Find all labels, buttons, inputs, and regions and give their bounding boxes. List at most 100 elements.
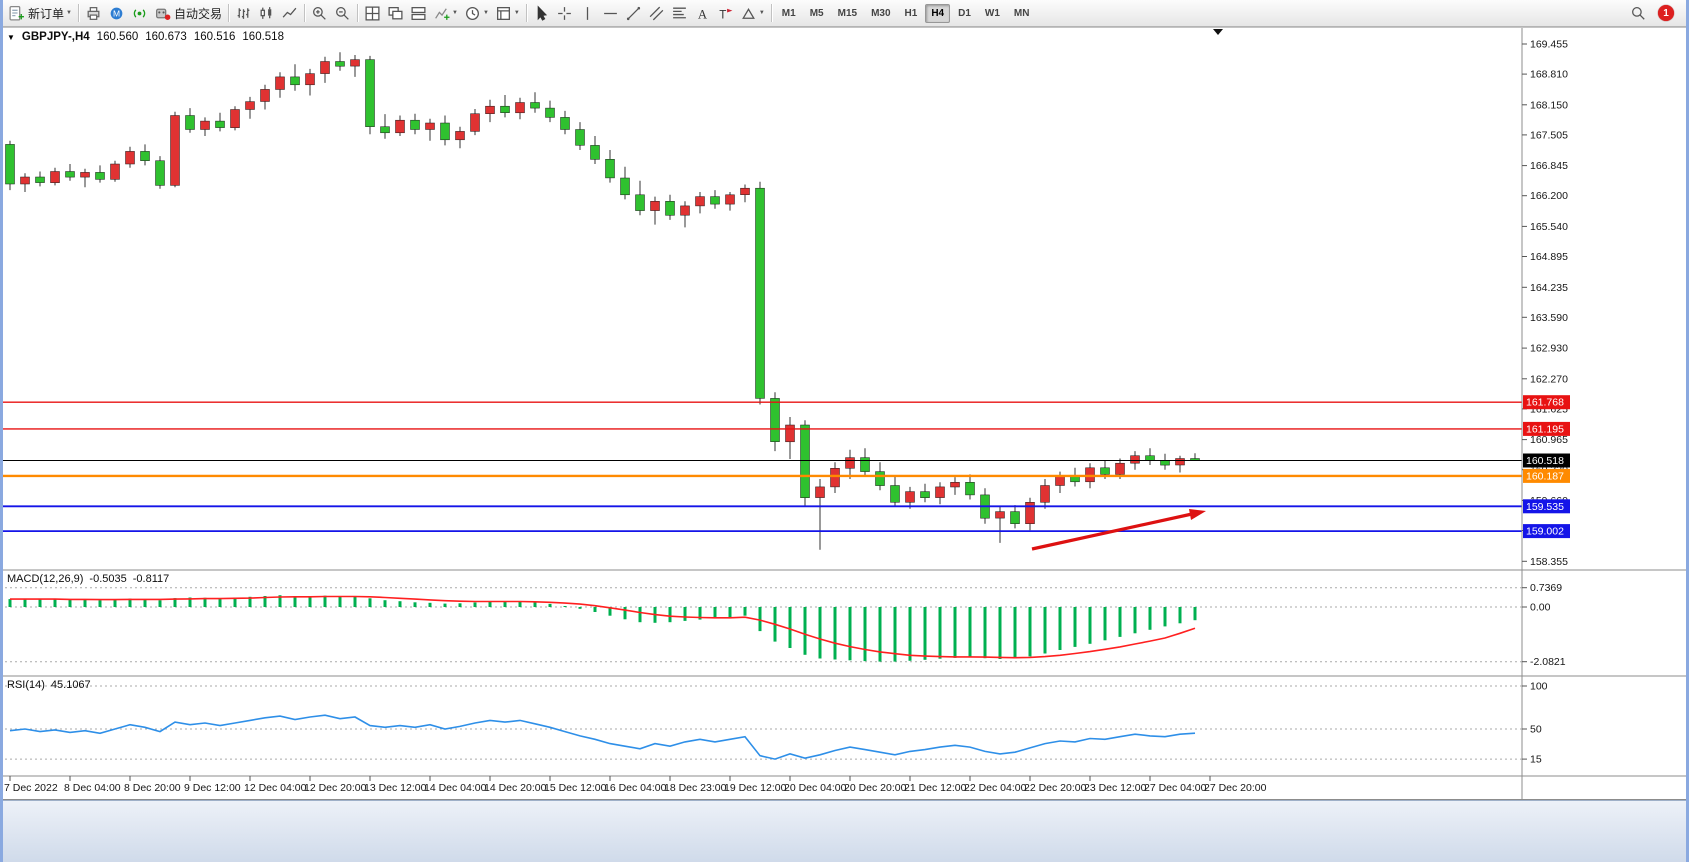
periods-button[interactable]: ▼: [461, 2, 492, 24]
time-axis-label: 8 Dec 04:00: [64, 782, 121, 794]
candle-body: [1100, 467, 1110, 475]
candle-body: [800, 424, 810, 498]
print-button[interactable]: [82, 2, 105, 24]
svg-text:A: A: [698, 7, 708, 21]
price-axis-label: 160.965: [1530, 434, 1568, 446]
horizontal-line-button[interactable]: [599, 2, 622, 24]
svg-text:M: M: [113, 8, 120, 18]
dropdown-caret-icon: ▼: [451, 10, 458, 16]
indicators-button[interactable]: ▼: [430, 2, 461, 24]
candle-body: [5, 144, 15, 185]
chart-header: ▼ GBPJPY-,H4 160.560 160.673 160.516 160…: [7, 31, 284, 43]
macd-name: MACD(12,26,9): [7, 573, 84, 585]
svg-text:159.002: 159.002: [1526, 526, 1564, 538]
timeframe-m30-button[interactable]: M30: [871, 7, 891, 19]
signals-button[interactable]: [128, 2, 151, 24]
time-axis-label: 12 Dec 20:00: [304, 782, 367, 794]
community-icon: M: [110, 7, 123, 19]
candlestick-chart-button[interactable]: [255, 2, 278, 24]
candle-body: [950, 482, 960, 488]
time-axis-label: 12 Dec 04:00: [244, 782, 307, 794]
symbol-collapse-icon[interactable]: ▼: [7, 32, 15, 42]
line-chart-button[interactable]: [278, 2, 301, 24]
time-axis-label: 23 Dec 12:00: [1084, 782, 1147, 794]
tile-windows-button[interactable]: [361, 2, 384, 24]
candle-body: [845, 457, 855, 469]
chart-background[interactable]: [0, 27, 1689, 800]
candle-body: [110, 163, 120, 180]
timeframe-m15-button[interactable]: M15: [837, 7, 858, 19]
fibo-icon: [672, 7, 686, 18]
price-tag-160.518: 160.518: [1523, 453, 1570, 468]
candle-body: [1040, 485, 1050, 503]
zoom-in-button[interactable]: [308, 2, 331, 24]
arrange-windows-button[interactable]: [407, 2, 430, 24]
templates-icon: [496, 6, 510, 20]
equidistant-channel-button[interactable]: [645, 2, 668, 24]
candle-body: [305, 73, 315, 86]
community-button[interactable]: M: [105, 2, 128, 24]
zoom-out-button[interactable]: [331, 2, 354, 24]
text-button[interactable]: A: [691, 2, 714, 24]
time-axis-label: 22 Dec 20:00: [1024, 782, 1087, 794]
candle-body: [710, 196, 720, 205]
timeframe-m5-button[interactable]: M5: [809, 7, 824, 19]
templates-button[interactable]: ▼: [492, 2, 523, 24]
timeframe-h4-button[interactable]: H4: [925, 3, 951, 23]
cascade-windows-button[interactable]: [384, 2, 407, 24]
text-icon: A: [698, 7, 708, 21]
trend-arrow[interactable]: [1031, 512, 1193, 551]
macd-signal-value: -0.8117: [132, 573, 170, 585]
bar-chart-button[interactable]: [232, 2, 255, 24]
time-axis-label: 22 Dec 04:00: [964, 782, 1027, 794]
price-tag-161.768: 161.768: [1523, 395, 1570, 410]
timeframe-d1-button[interactable]: D1: [958, 7, 971, 19]
arrows-shapes-button[interactable]: ▼: [737, 2, 768, 24]
candle-body: [200, 120, 210, 130]
zoom-out-icon: [336, 6, 349, 20]
vertical-line-button[interactable]: [576, 2, 599, 24]
candle-body: [1175, 458, 1185, 466]
new-order-button[interactable]: 新订单 ▼: [5, 2, 75, 24]
time-axis-label: 14 Dec 20:00: [484, 782, 547, 794]
crosshair-button[interactable]: [553, 2, 576, 24]
text-label-button[interactable]: T: [714, 2, 737, 24]
ohlc-low: 160.516: [193, 31, 236, 43]
candle-body: [860, 457, 870, 472]
autotrade-icon: [155, 8, 171, 20]
auto-trading-button-label: 自动交易: [173, 6, 222, 21]
timeframe-m1-button[interactable]: M1: [781, 7, 796, 19]
arrange2-icon: [411, 6, 426, 20]
fibonacci-button[interactable]: [668, 2, 691, 24]
candle-body: [155, 160, 165, 186]
main-toolbar: 新订单 ▼ M 自动交易 ▼ ▼ ▼ A T ▼ M1 M5 M15 M30 H1 H4 D1 W1 MN 1: [0, 0, 1689, 27]
candle-body: [140, 151, 150, 161]
macd-panel: 0.7369 0.00 -2.0821: [0, 582, 1566, 668]
price-axis-label: 158.355: [1530, 556, 1568, 568]
timeframe-mn-button[interactable]: MN: [1013, 7, 1030, 19]
search-button[interactable]: [1627, 2, 1650, 24]
auto-trading-button[interactable]: 自动交易: [151, 2, 225, 24]
timeframe-h1-button[interactable]: H1: [904, 7, 918, 19]
chart-window[interactable]: 169.455 168.810 168.150 167.505 166.845 166.2…: [0, 0, 1689, 800]
cursor-button[interactable]: [530, 2, 553, 24]
tile-windows-icon: [365, 5, 380, 21]
price-tag-159.535: 159.535: [1523, 499, 1570, 514]
trend-arrow-head: [1189, 509, 1206, 520]
timeframe-w1-button[interactable]: W1: [984, 7, 1000, 19]
candle-body: [215, 120, 225, 128]
chart-candles-icon: [260, 6, 272, 19]
price-chart[interactable]: 169.455 168.810 168.150 167.505 166.845 166.2…: [0, 0, 1689, 800]
ohlc-close: 160.518: [242, 31, 284, 43]
rsi-axis-label: 15: [1530, 754, 1542, 766]
candle-body: [725, 194, 735, 205]
scroll-marker-icon[interactable]: [1213, 29, 1223, 35]
svg-text:T: T: [719, 8, 726, 21]
notification-badge[interactable]: 1: [1658, 5, 1674, 21]
signals-icon: [133, 8, 146, 18]
trendline-button[interactable]: [622, 2, 645, 24]
time-axis-label: 19 Dec 12:00: [724, 782, 787, 794]
price-axis-label: 162.270: [1530, 373, 1568, 385]
rsi-line: [9, 714, 1196, 760]
candlestick-series: [5, 52, 1200, 550]
